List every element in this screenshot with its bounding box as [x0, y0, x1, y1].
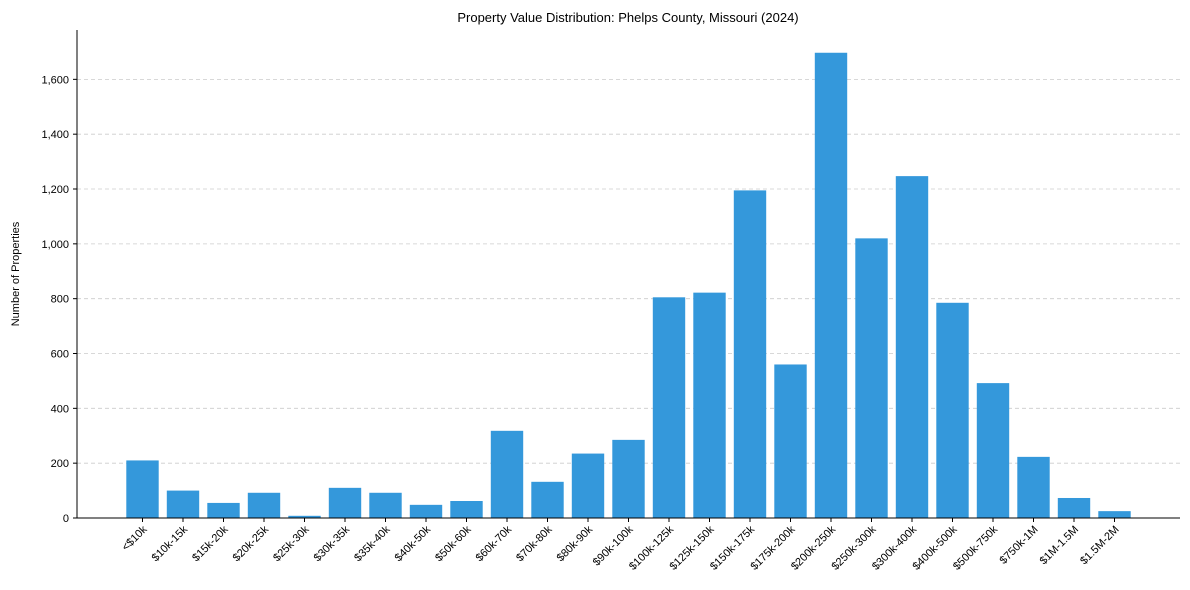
y-tick-label: 0 — [63, 513, 69, 525]
x-tick-label: $500k-750k — [951, 523, 1000, 572]
bar — [733, 190, 767, 518]
x-tick-label: $10k-15k — [150, 523, 191, 564]
bar — [693, 292, 726, 518]
x-tick-label: $40k-50k — [393, 523, 434, 564]
y-axis-label: Number of Properties — [10, 221, 22, 326]
x-tick-label: $25k-30k — [271, 523, 312, 564]
bar — [126, 460, 159, 518]
bar — [328, 487, 362, 518]
x-tick-label: $50k-60k — [433, 523, 474, 564]
x-tick-label: $30k-35k — [312, 523, 353, 564]
y-tick-label: 1,600 — [41, 74, 69, 86]
bar — [490, 430, 524, 518]
bar — [288, 515, 321, 518]
bars — [126, 52, 1131, 518]
y-ticks: 0 200 400 600 800 1,000 1,200 1,400 1,600 — [41, 74, 77, 525]
x-tick-label: <$10k — [120, 523, 150, 553]
x-tick-label: $1M-1.5M — [1038, 524, 1082, 568]
y-tick-label: 600 — [51, 349, 69, 361]
x-ticks: <$10k $10k-15k $15k-20k $20k-25k $25k-30k $30… — [120, 518, 1122, 573]
bar — [409, 504, 443, 518]
x-tick-label: $60k-70k — [474, 523, 515, 564]
bar — [450, 501, 483, 518]
y-tick-label: 200 — [51, 458, 69, 470]
bar — [166, 490, 200, 518]
y-tick-label: 400 — [51, 403, 69, 415]
bar — [1057, 497, 1091, 518]
bar — [571, 453, 605, 518]
bar — [895, 176, 929, 518]
bar — [369, 492, 402, 518]
x-tick-label: $20k-25k — [231, 523, 272, 564]
bar — [652, 297, 686, 518]
bar — [1098, 511, 1131, 518]
x-tick-label: $750k-1M — [998, 524, 1041, 567]
y-tick-label: 800 — [51, 294, 69, 306]
y-tick-label: 1,400 — [41, 129, 69, 141]
y-tick-label: 1,000 — [41, 239, 69, 251]
bar — [207, 502, 240, 518]
bar — [1017, 456, 1050, 518]
bar — [247, 492, 281, 518]
x-tick-label: $70k-80k — [514, 523, 555, 564]
bar — [814, 52, 848, 518]
bar — [855, 238, 888, 518]
bar — [612, 439, 645, 518]
y-tick-label: 1,200 — [41, 184, 69, 196]
x-tick-label: $15k-20k — [190, 523, 231, 564]
bar — [774, 364, 807, 518]
bar — [936, 302, 969, 518]
x-tick-label: $1.5M-2M — [1078, 524, 1122, 568]
bar — [531, 481, 564, 518]
x-tick-label: $35k-40k — [352, 523, 393, 564]
gridlines — [77, 78, 1180, 464]
x-tick-label: $80k-90k — [555, 523, 596, 564]
chart-title: Property Value Distribution: Phelps Coun… — [457, 10, 798, 25]
bar — [976, 383, 1010, 518]
